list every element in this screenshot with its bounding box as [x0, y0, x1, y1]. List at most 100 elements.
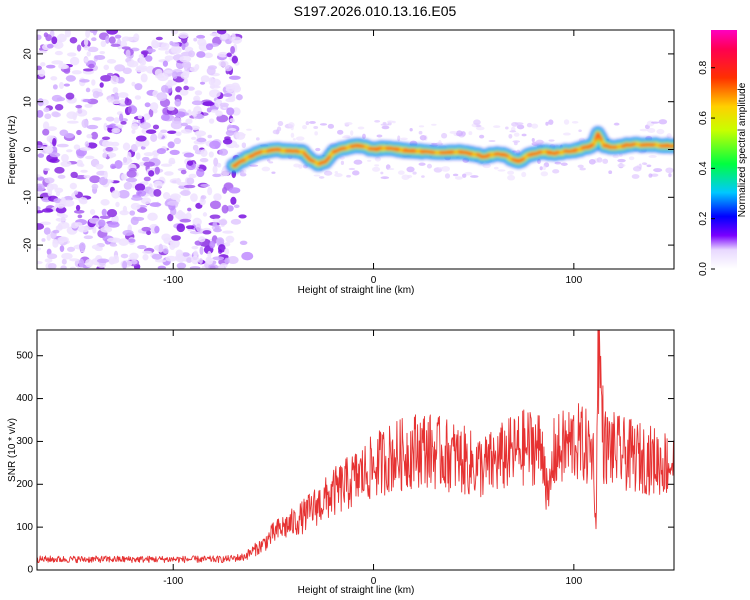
noise-blob [155, 36, 163, 41]
noise-blob [418, 162, 426, 166]
noise-blob [137, 245, 147, 250]
noise-blob [167, 213, 174, 222]
noise-blob [212, 256, 225, 261]
noise-blob [102, 152, 108, 158]
noise-blob [79, 78, 90, 83]
noise-blob [99, 82, 104, 88]
noise-blob [548, 139, 555, 142]
noise-blob [192, 144, 199, 151]
noise-blob [180, 190, 191, 197]
noise-blob [63, 195, 74, 202]
noise-blob [249, 164, 259, 167]
noise-blob [647, 127, 656, 134]
noise-blob [59, 245, 65, 252]
noise-blob [511, 122, 519, 127]
noise-blob [110, 163, 116, 170]
noise-blob [222, 93, 233, 97]
noise-blob [193, 250, 199, 258]
noise-blob [122, 142, 131, 151]
noise-blob [374, 164, 380, 167]
noise-blob [110, 75, 119, 85]
noise-blob [353, 159, 363, 165]
noise-blob [44, 258, 53, 263]
noise-blob [488, 140, 496, 143]
noise-blob [89, 208, 96, 215]
noise-blob [552, 169, 560, 174]
noise-blob [173, 137, 182, 145]
noise-blob [73, 190, 79, 195]
noise-blob [493, 166, 499, 170]
noise-blob [340, 160, 345, 165]
noise-blob [113, 117, 120, 124]
noise-blob [131, 123, 139, 131]
noise-blob [122, 67, 132, 75]
noise-blob [230, 46, 235, 54]
noise-blob [85, 155, 95, 160]
noise-blob [153, 188, 162, 197]
noise-blob [131, 81, 136, 87]
noise-blob [126, 36, 134, 42]
noise-blob [108, 36, 116, 44]
noise-blob [207, 187, 213, 196]
noise-blob [44, 177, 55, 184]
noise-blob [63, 83, 71, 87]
noise-blob [65, 75, 77, 82]
noise-blob [90, 131, 99, 140]
noise-blob [140, 197, 152, 205]
noise-blob [650, 173, 659, 177]
noise-blob [135, 152, 141, 160]
noise-blob [75, 104, 83, 109]
noise-blob [146, 230, 152, 236]
noise-blob [37, 210, 44, 214]
noise-blob [94, 246, 103, 252]
noise-blob [132, 216, 145, 221]
noise-blob [216, 114, 229, 123]
noise-blob [50, 76, 58, 81]
noise-blob [76, 129, 82, 136]
noise-blob [169, 178, 182, 184]
noise-blob [53, 198, 62, 204]
noise-blob [646, 164, 652, 168]
noise-blob [577, 164, 584, 168]
noise-blob [49, 152, 61, 158]
noise-blob [452, 173, 459, 177]
noise-blob [110, 43, 121, 47]
noise-blob [113, 254, 120, 263]
noise-blob [81, 119, 89, 128]
noise-blob [617, 163, 626, 168]
noise-blob [91, 183, 99, 190]
noise-blob [290, 132, 295, 138]
colorbar-label: Normalized spectral amplitude [737, 82, 748, 217]
noise-blob [109, 243, 118, 247]
bottom-y-axis-label: SNR (10 * v/v) [7, 418, 18, 482]
bottom-x-ticks: -100 0 100 [163, 330, 583, 587]
noise-blob [92, 117, 102, 121]
noise-blob [112, 86, 119, 94]
noise-blob [46, 183, 54, 192]
noise-blob [148, 170, 155, 177]
noise-blob [120, 120, 127, 125]
noise-blob [218, 219, 228, 226]
top-x-axis-label: Height of straight line (km) [298, 285, 415, 296]
noise-blob [221, 204, 229, 214]
noise-blob [392, 120, 396, 124]
noise-blob [52, 112, 61, 118]
noise-blob [127, 106, 132, 114]
noise-blob [66, 111, 78, 120]
noise-blob [174, 98, 182, 107]
noise-blob [95, 163, 104, 170]
noise-blob [85, 30, 91, 38]
noise-blob [406, 166, 415, 173]
noise-blob [241, 142, 247, 149]
noise-blob [154, 68, 163, 78]
noise-blob [46, 233, 51, 241]
noise-blob [209, 240, 216, 249]
noise-blob [245, 128, 252, 131]
ridge-band-red [232, 132, 674, 168]
noise-blob [43, 167, 50, 172]
noise-blob [241, 251, 254, 261]
noise-blob [77, 214, 83, 219]
noise-blob [57, 221, 70, 229]
noise-blob [56, 143, 69, 148]
noise-blob [126, 60, 139, 68]
